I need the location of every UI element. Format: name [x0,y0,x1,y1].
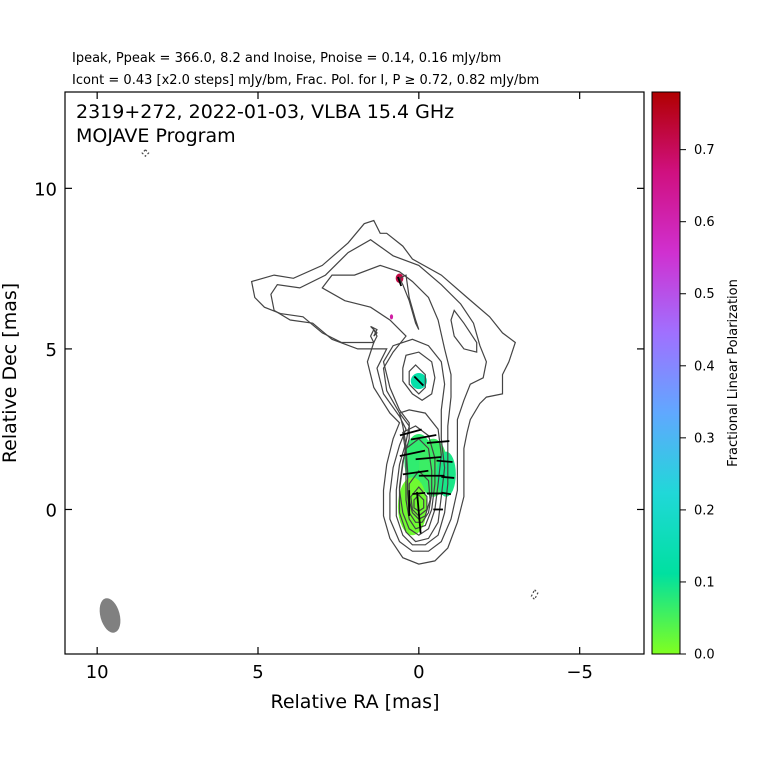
contour-10 [408,364,426,395]
x-tick-label: 10 [86,662,109,683]
evpa-vector-6 [402,469,429,476]
polarization-blob-2 [436,451,456,497]
evpa-vector-16 [397,276,403,287]
header-line-2: Icont = 0.43 [x2.0 steps] mJy/bm, Frac. … [72,73,539,88]
beam-ellipse [99,598,121,633]
contour-7 [382,338,446,543]
evpa-vector-1 [410,434,437,441]
y-axis-label: Relative Dec [mas] [0,283,21,463]
contour-6 [450,309,478,353]
contour-0 [250,219,517,565]
colorbar-tick-label: 0.6 [694,215,715,230]
evpa-vector-3 [399,449,426,457]
x-axis-label: Relative RA [mas] [270,691,439,713]
beam-layer [99,598,121,633]
polarization-blob-6 [389,314,394,320]
evpa-vector-5 [436,459,453,463]
plot-frame [64,91,645,655]
contour-12 [405,438,433,523]
contour-3 [370,325,378,337]
contour-4 [369,328,378,344]
colorbar-tick-label: 0.2 [694,503,715,518]
y-tick-label: 10 [34,179,57,200]
evpa-vector-4 [415,456,442,461]
colorbar-tick-label: 0.3 [694,431,715,446]
chart-title: 2319+272, 2022-01-03, VLBA 15.4 GHz [76,101,454,123]
colorbar-tick-label: 0.4 [694,359,715,374]
axis-ticks: 10 5 0 −5 10 5 0 [34,92,644,683]
evpa-vector-8 [441,475,455,479]
evpa-vector-layer [397,276,455,534]
contour-16 [141,148,150,158]
colorbar [651,91,681,655]
evpa-vector-11 [441,491,452,496]
x-tick-label: 0 [413,662,424,683]
colorbar-tick-label: 0.0 [694,648,715,663]
colorbar-label: Fractional Linear Polarization [726,279,741,467]
chart-subtitle: MOJAVE Program [76,125,236,147]
evpa-vector-2 [426,440,450,444]
contour-5 [398,274,420,330]
evpa-vector-15 [413,375,425,387]
colorbar-tick-label: 0.5 [694,287,715,302]
contour-13 [408,469,431,520]
colorbar-tick-label: 0.7 [694,143,715,158]
contour-2 [321,264,452,546]
evpa-vector-0 [399,428,422,437]
contour-15 [413,494,425,512]
plot-area [65,92,644,654]
contour-8 [402,351,436,402]
y-tick-label: 0 [46,500,57,521]
x-tick-label: 5 [252,662,263,683]
header-line-1: Ipeak, Ppeak = 366.0, 8.2 and Inoise, Pn… [72,51,501,66]
colorbar-tick-label: 0.1 [694,575,715,590]
contour-14 [410,486,428,517]
x-tick-label: −5 [566,662,593,683]
contour-1 [270,238,488,552]
y-tick-label: 5 [46,340,57,361]
evpa-vector-9 [412,491,426,495]
colorbar-ticks: 0.0 0.1 0.2 0.3 0.4 0.5 0.6 0.7 [680,143,715,663]
evpa-vector-13 [416,491,422,534]
